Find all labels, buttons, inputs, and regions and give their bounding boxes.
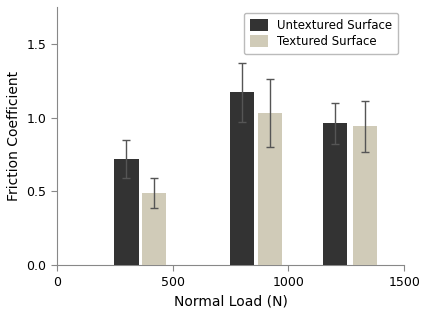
X-axis label: Normal Load (N): Normal Load (N) bbox=[173, 294, 287, 308]
Bar bbox=[229, 93, 253, 265]
Bar bbox=[322, 123, 346, 265]
Y-axis label: Friction Coefficient: Friction Coefficient bbox=[7, 71, 21, 201]
Bar bbox=[114, 159, 138, 265]
Legend: Untextured Surface, Textured Surface: Untextured Surface, Textured Surface bbox=[244, 13, 397, 54]
Bar bbox=[352, 126, 376, 265]
Bar bbox=[257, 113, 281, 265]
Bar bbox=[142, 193, 166, 265]
